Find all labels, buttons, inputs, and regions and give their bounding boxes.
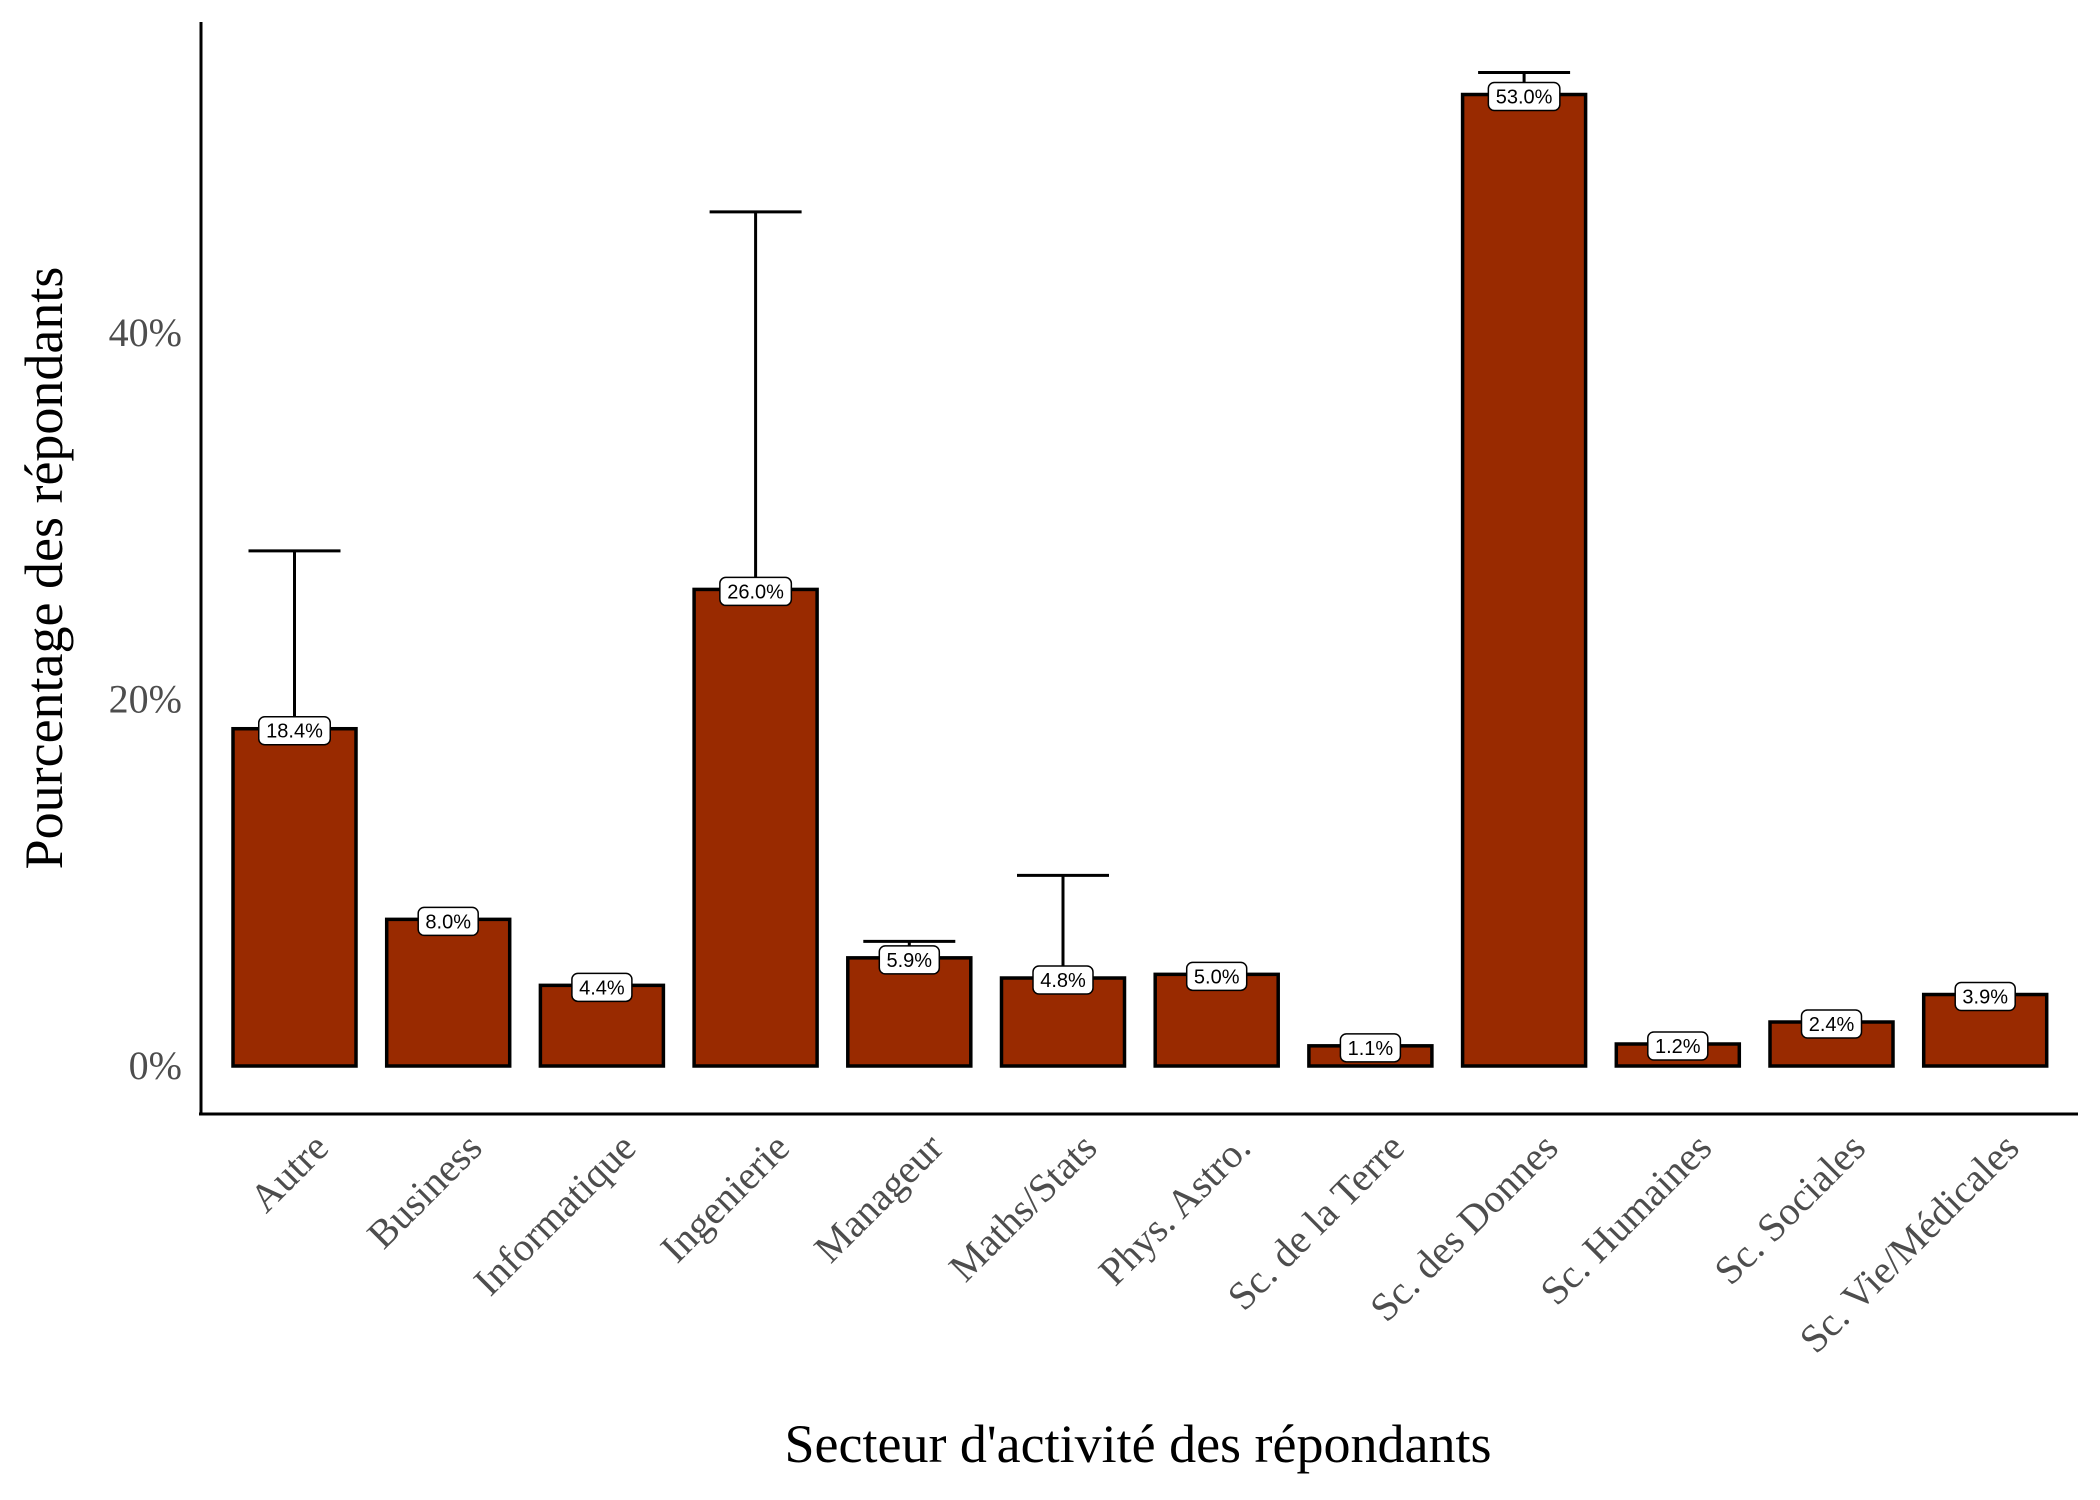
y-tick-label: 40%: [109, 310, 182, 355]
value-label-text: 1.2%: [1655, 1036, 1701, 1058]
value-label: 8.0%: [417, 906, 479, 937]
value-label: 1.2%: [1647, 1031, 1709, 1061]
y-axis-title: Pourcentage des répondants: [14, 267, 74, 870]
y-ticks-layer: 0% 20% 40%: [109, 310, 182, 1088]
bar: [1460, 92, 1588, 1068]
value-label-box: [1954, 981, 2016, 1012]
value-label: 2.4%: [1800, 1009, 1863, 1039]
value-label-box: [878, 945, 941, 975]
value-label-text: 1.1%: [1348, 1038, 1394, 1060]
value-label-text: 8.0%: [425, 911, 471, 933]
value-label: 5.9%: [878, 945, 941, 975]
x-tick-label: Ingenierie: [651, 1125, 797, 1271]
value-label-text: 53.0%: [1496, 87, 1553, 109]
value-label: 5.0%: [1185, 961, 1248, 992]
axes-layer: [199, 22, 2078, 1116]
x-axis-title: Secteur d'activité des répondants: [785, 1414, 1492, 1474]
value-label-box: [571, 972, 633, 1003]
bar: [846, 956, 973, 1068]
value-label-box: [1032, 965, 1094, 995]
x-tick-label: Maths/Stats: [940, 1125, 1105, 1290]
bar: [231, 726, 358, 1068]
value-label: 4.4%: [571, 972, 633, 1003]
value-label-text: 2.4%: [1809, 1014, 1855, 1036]
value-label-box: [1800, 1009, 1863, 1039]
value-label-text: 4.4%: [579, 977, 625, 999]
value-label-text: 5.9%: [887, 950, 933, 972]
bar: [384, 917, 512, 1068]
value-label-box: [1339, 1033, 1402, 1063]
value-label-box: [1487, 81, 1561, 112]
value-label-box: [719, 576, 793, 607]
value-label: 3.9%: [1954, 981, 2016, 1012]
value-label-box: [1185, 961, 1248, 992]
value-label: 18.4%: [258, 715, 331, 746]
x-tick-label: Autre: [241, 1125, 337, 1221]
value-label: 53.0%: [1487, 81, 1561, 112]
x-tick-label: Phys. Astro.: [1090, 1125, 1259, 1294]
value-labels-layer: 18.4% 8.0% 4.4% 26.0% 5.9% 4.8% 5.0% 1.1% 53.0% 1…: [258, 81, 2016, 1063]
value-label-text: 4.8%: [1040, 970, 1086, 992]
value-label: 26.0%: [719, 576, 793, 607]
y-tick-label: 20%: [109, 676, 182, 721]
value-label: 1.1%: [1339, 1033, 1402, 1063]
value-label-box: [258, 715, 331, 746]
value-label-text: 3.9%: [1962, 987, 2008, 1009]
value-label: 4.8%: [1032, 965, 1094, 995]
x-tick-label: Manageur: [805, 1125, 951, 1271]
y-tick-label: 0%: [129, 1043, 182, 1088]
value-label-text: 5.0%: [1194, 966, 1240, 988]
value-label-text: 18.4%: [266, 721, 323, 743]
x-tick-label: Sc. Sociales: [1705, 1125, 1874, 1294]
value-label-text: 26.0%: [727, 581, 784, 603]
x-tick-label: Informatique: [465, 1125, 644, 1304]
bar: [692, 587, 819, 1068]
value-label-box: [1647, 1031, 1709, 1061]
bars-layer: [231, 71, 2049, 1068]
x-tick-label: Business: [358, 1125, 490, 1257]
value-label-box: [417, 906, 479, 937]
